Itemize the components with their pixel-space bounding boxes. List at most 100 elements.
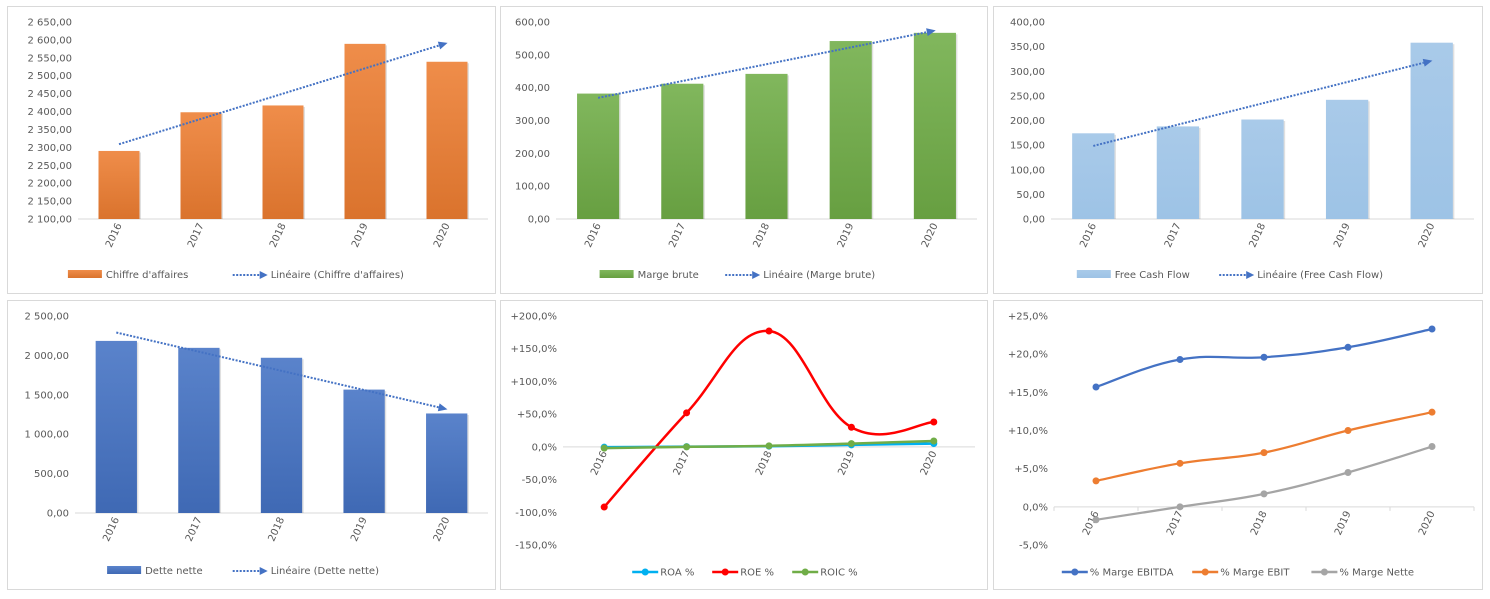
x-tick-label: 2019 [350, 222, 371, 250]
data-point [683, 443, 691, 451]
x-tick-label: 2020 [432, 516, 453, 544]
legend-trend-label: Linéaire (Dette nette) [271, 565, 379, 577]
data-point [930, 418, 938, 426]
x-tick-label: 2019 [836, 222, 857, 250]
legend-trend-label: Linéaire (Marge brute) [763, 269, 875, 281]
x-tick-label: 2016 [583, 222, 604, 250]
legend-label: % Marge EBITDA [1090, 568, 1174, 579]
y-tick-label: +100,0% [510, 377, 557, 388]
x-tick-label: 2017 [1165, 509, 1186, 537]
chart-marge-brute: 0,00 100,00 200,00 300,00 400,00 500,00 600,00… [515, 18, 977, 281]
y-tick-label: 2 300,00 [27, 143, 72, 154]
y-tick-label: 0,00 [47, 509, 69, 520]
legend-trend-label: Linéaire (Free Cash Flow) [1257, 269, 1383, 281]
x-tick-label: 2017 [186, 222, 207, 250]
legend-trend-arrow [259, 271, 268, 279]
bar-2016 [1072, 133, 1115, 219]
legend-label: ROE % [740, 568, 774, 579]
y-tick-label: 2 450,00 [27, 89, 72, 100]
y-tick-label: 50,00 [1016, 190, 1045, 201]
bar-2018 [1241, 119, 1284, 219]
legend-label: ROIC % [820, 568, 857, 579]
y-tick-label: 0,0% [532, 442, 557, 453]
bar-2018 [260, 357, 303, 513]
y-tick-label: 300,00 [515, 116, 550, 127]
bar-2017 [1156, 126, 1200, 219]
data-point [847, 423, 855, 431]
y-tick-label: 2 400,00 [27, 107, 72, 118]
x-tick-label: 2020 [920, 222, 941, 250]
x-tick-label: 2017 [184, 516, 205, 544]
bar-2017 [178, 347, 220, 513]
legend-marker [1320, 568, 1328, 576]
series-line--marge-nette [1094, 445, 1434, 521]
chart-dette-nette: 0,00 500,00 1 000,00 1 500,00 2 000,00 2 500,… [24, 312, 488, 577]
legend-label: Marge brute [638, 270, 699, 281]
x-tick-label: 2018 [1249, 509, 1270, 537]
x-tick-label: 2016 [101, 516, 122, 544]
legend-label: % Marge EBIT [1220, 568, 1290, 579]
x-tick-label: 2017 [667, 222, 688, 250]
bar-2016 [95, 340, 137, 513]
y-tick-label: 2 600,00 [27, 35, 72, 46]
bar-2020 [426, 61, 468, 220]
y-tick-label: +150,0% [510, 344, 557, 355]
legend-trend-arrow [752, 271, 761, 279]
x-tick-label: 2018 [268, 222, 289, 250]
chart-panel-marge-brute: 0,00 100,00 200,00 300,00 400,00 500,00 600,00… [500, 6, 988, 294]
x-tick-label: 2018 [1247, 222, 1268, 250]
legend-swatch [599, 270, 634, 278]
y-tick-label: -150,0% [515, 541, 557, 552]
legend-swatch [67, 270, 102, 278]
x-tick-label: 2018 [754, 449, 775, 477]
x-tick-label: 2019 [1333, 509, 1354, 537]
bar-2018 [745, 73, 788, 219]
y-tick-label: 2 000,00 [24, 351, 69, 362]
data-point [1344, 468, 1352, 476]
chart-panel-chiffre-affaires: 2 100,00 2 150,00 2 200,00 2 250,00 2 300,00… [7, 6, 496, 294]
y-tick-label: 0,00 [528, 215, 550, 226]
series-line--marge-ebit [1094, 411, 1434, 483]
y-tick-label: 2 650,00 [27, 18, 72, 29]
legend-label: % Marge Nette [1339, 568, 1414, 579]
y-tick-label: 1 000,00 [24, 430, 69, 441]
y-tick-label: +10,0% [1008, 426, 1048, 437]
data-point [765, 327, 773, 335]
legend-label: ROA % [660, 568, 694, 579]
y-tick-label: 500,00 [515, 50, 550, 61]
y-tick-label: 100,00 [515, 182, 550, 193]
data-point [1092, 477, 1100, 485]
y-tick-label: 2 200,00 [27, 179, 72, 190]
data-point [765, 442, 773, 450]
y-tick-label: 2 550,00 [27, 53, 72, 64]
data-point [1092, 516, 1100, 524]
y-tick-label: -5,0% [1019, 541, 1048, 552]
y-tick-label: 400,00 [1010, 18, 1045, 29]
bar-2019 [344, 43, 386, 219]
trendline-arrow [1422, 58, 1433, 67]
chart-chiffre-affaires: 2 100,00 2 150,00 2 200,00 2 250,00 2 300,00… [27, 18, 488, 281]
chart-panel-marges: -5,0% 0,0% +5,0% +10,0% +15,0% +20,0% +25,0% 20… [993, 300, 1483, 590]
legend-trend-arrow [259, 567, 268, 575]
x-tick-label: 2019 [1332, 222, 1353, 250]
chart-free-cash-flow: 0,00 50,00 100,00 150,00 200,00 250,00 300,00 3… [1010, 18, 1474, 281]
chart-panel-free-cash-flow: 0,00 50,00 100,00 150,00 200,00 250,00 300,00 3… [993, 6, 1483, 294]
legend-label: Chiffre d'affaires [106, 270, 188, 281]
data-point [847, 440, 855, 448]
bar-2019 [1325, 99, 1369, 219]
trendline-arrow [437, 403, 448, 412]
data-point [600, 444, 608, 452]
legend-marker [801, 568, 809, 576]
legend-label: Free Cash Flow [1115, 270, 1190, 281]
y-tick-label: 2 250,00 [27, 161, 72, 172]
y-tick-label: -50,0% [522, 475, 557, 486]
bar-2020 [913, 32, 956, 220]
x-tick-label: 2017 [1163, 222, 1184, 250]
data-point [1428, 408, 1436, 416]
chart-marges: -5,0% 0,0% +5,0% +10,0% +15,0% +20,0% +25,0% 20… [1008, 312, 1475, 579]
y-tick-label: 2 150,00 [27, 197, 72, 208]
x-tick-label: 2020 [1417, 509, 1438, 537]
y-tick-label: +15,0% [1008, 388, 1048, 399]
bar-2016 [98, 150, 140, 219]
data-point [1428, 443, 1436, 451]
